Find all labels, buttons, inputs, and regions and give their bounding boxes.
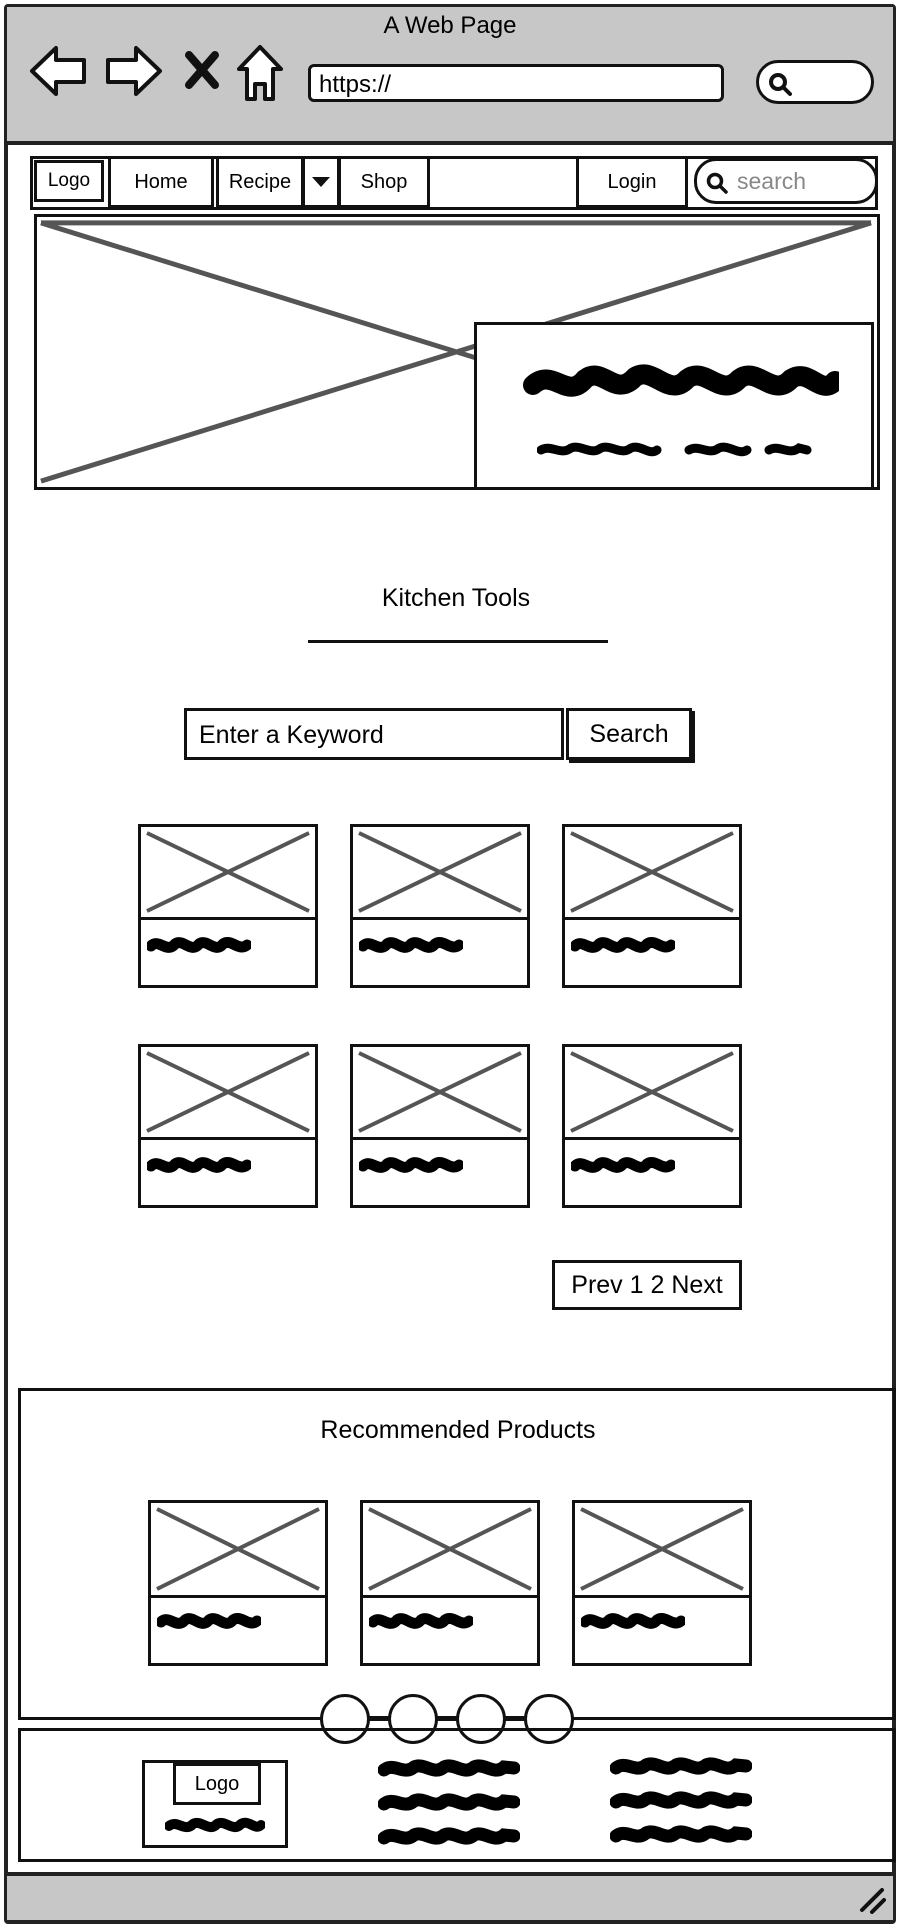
browser-status-bar: [7, 1872, 893, 1920]
carousel-dot[interactable]: [524, 1694, 574, 1744]
product-name-scribble: [147, 934, 251, 956]
pagination-label: Prev 1 2 Next: [571, 1270, 723, 1299]
nav-search-placeholder: search: [737, 168, 807, 194]
search-button[interactable]: Search: [566, 708, 692, 760]
nav-shop-label: Shop: [360, 170, 408, 193]
search-button-label: Search: [589, 719, 669, 748]
carousel-dot[interactable]: [456, 1694, 506, 1744]
product-caption: [138, 1137, 318, 1208]
nav-recipe-label: Recipe: [228, 170, 292, 193]
product-card[interactable]: [350, 1044, 530, 1208]
nav-shop[interactable]: Shop: [338, 156, 430, 208]
footer-logo-label: Logo: [194, 1772, 240, 1795]
nav-search-field[interactable]: search: [694, 158, 878, 204]
nav-recipe-dropdown[interactable]: [302, 156, 340, 208]
keyword-input-placeholder: Enter a Keyword: [199, 721, 384, 749]
hero-caption-box: [474, 322, 874, 490]
section-title: Kitchen Tools: [381, 584, 531, 612]
hero-subtext-scribble: [537, 441, 813, 459]
product-card[interactable]: [562, 824, 742, 988]
product-image: [138, 824, 318, 920]
product-name-scribble: [571, 934, 675, 956]
browser-title: A Web Page: [383, 12, 517, 39]
product-card[interactable]: [562, 1044, 742, 1208]
product-caption: [350, 917, 530, 988]
product-name-scribble: [571, 1154, 675, 1176]
footer: [18, 1728, 896, 1862]
carousel-dot[interactable]: [388, 1694, 438, 1744]
browser-window-frame: [4, 4, 896, 1924]
nav-recipe[interactable]: Recipe: [216, 156, 304, 208]
nav-logo[interactable]: Logo: [34, 160, 104, 202]
keyword-input[interactable]: Enter a Keyword: [184, 708, 564, 760]
nav-logo-label: Logo: [47, 170, 91, 191]
product-name-scribble: [359, 1154, 463, 1176]
product-caption: [148, 1595, 328, 1666]
product-image: [148, 1500, 328, 1598]
product-image: [562, 1044, 742, 1140]
search-icon: [767, 71, 793, 97]
carousel-dots-connector: [338, 1716, 558, 1721]
product-card[interactable]: [138, 824, 318, 988]
footer-logo[interactable]: Logo: [173, 1763, 261, 1805]
product-image: [562, 824, 742, 920]
forward-arrow-icon[interactable]: [104, 44, 164, 98]
recommended-card[interactable]: [360, 1500, 540, 1666]
carousel-dot[interactable]: [320, 1694, 370, 1744]
recommended-card[interactable]: [572, 1500, 752, 1666]
close-icon[interactable]: [184, 50, 220, 90]
nav-login[interactable]: Login: [576, 156, 688, 208]
product-name-scribble: [157, 1610, 261, 1632]
resize-grip-icon[interactable]: [856, 1884, 886, 1914]
product-caption: [572, 1595, 752, 1666]
nav-home-label: Home: [134, 170, 188, 193]
product-caption: [138, 917, 318, 988]
product-image: [572, 1500, 752, 1598]
footer-logo-box: Logo: [142, 1760, 288, 1848]
product-name-scribble: [147, 1154, 251, 1176]
back-arrow-icon[interactable]: [28, 44, 88, 98]
recommended-title: Recommended Products: [320, 1416, 596, 1444]
footer-links-column: [378, 1756, 520, 1852]
product-caption: [562, 1137, 742, 1208]
product-card[interactable]: [138, 1044, 318, 1208]
product-image: [138, 1044, 318, 1140]
chevron-down-icon: [310, 175, 332, 189]
browser-search-field[interactable]: [756, 60, 874, 104]
nav-home[interactable]: Home: [108, 156, 214, 208]
product-caption: [562, 917, 742, 988]
nav-login-label: Login: [607, 170, 657, 193]
product-name-scribble: [369, 1610, 473, 1632]
hero-headline-scribble: [523, 361, 839, 407]
product-name-scribble: [359, 934, 463, 956]
footer-tagline-scribble: [165, 1815, 265, 1835]
home-icon[interactable]: [236, 44, 284, 102]
carousel-dots: [318, 1692, 580, 1746]
url-text: https://: [319, 71, 392, 98]
recommended-card[interactable]: [148, 1500, 328, 1666]
product-name-scribble: [581, 1610, 685, 1632]
footer-links-column: [610, 1754, 752, 1850]
product-caption: [360, 1595, 540, 1666]
product-caption: [350, 1137, 530, 1208]
url-bar[interactable]: https://: [308, 64, 724, 102]
product-image: [350, 824, 530, 920]
product-card[interactable]: [350, 824, 530, 988]
product-image: [360, 1500, 540, 1598]
section-title-underline: [308, 640, 608, 643]
product-image: [350, 1044, 530, 1140]
pagination[interactable]: Prev 1 2 Next: [552, 1260, 742, 1310]
search-icon: [705, 171, 729, 195]
